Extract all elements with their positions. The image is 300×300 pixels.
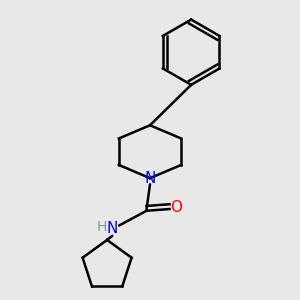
Text: H: H <box>97 220 107 234</box>
Text: N: N <box>144 171 156 186</box>
Text: N: N <box>106 221 118 236</box>
Text: O: O <box>170 200 182 215</box>
